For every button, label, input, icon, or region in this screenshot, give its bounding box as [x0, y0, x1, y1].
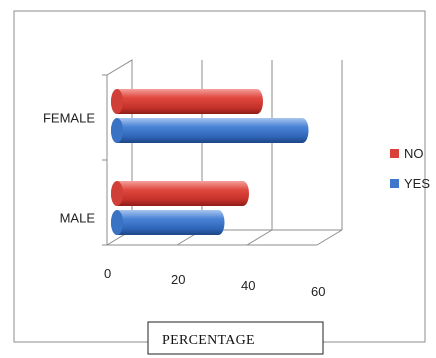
x-axis-title: PERCENTAGE: [147, 321, 324, 355]
bar-cap: [111, 181, 123, 206]
bar-body: [111, 118, 309, 143]
bar-body: [111, 89, 263, 114]
category-labels: MALE FEMALE: [43, 111, 95, 226]
legend: NO YES: [390, 146, 430, 191]
x-tick-label: 0: [104, 266, 111, 281]
x-tick-labels: 0 20 40 60: [104, 266, 325, 299]
x-tick-label: 40: [241, 278, 255, 293]
floor-gridline: [246, 229, 273, 246]
legend-label: YES: [404, 176, 430, 191]
legend-swatch: [390, 149, 399, 158]
bar-body: [111, 181, 249, 206]
x-axis-label: PERCENTAGE: [162, 333, 255, 348]
x-tick-label: 60: [311, 284, 325, 299]
bar-cap: [111, 210, 123, 235]
floor-gridline: [316, 229, 343, 246]
bar-no-female: [111, 89, 263, 114]
chart-border: [13, 10, 426, 343]
bar-cap: [111, 118, 123, 143]
bars: [111, 89, 309, 235]
bar-no-male: [111, 181, 249, 206]
legend-swatch: [390, 179, 399, 188]
category-label: MALE: [60, 211, 96, 226]
gridlines: [106, 60, 343, 246]
x-axis-title-box: [147, 321, 324, 355]
bar-yes-male: [111, 210, 225, 235]
bar-cap: [111, 89, 123, 114]
bar-yes-female: [111, 118, 309, 143]
bar-body: [111, 210, 225, 235]
legend-label: NO: [404, 146, 424, 161]
category-label: FEMALE: [43, 111, 95, 126]
x-tick-label: 20: [171, 272, 185, 287]
